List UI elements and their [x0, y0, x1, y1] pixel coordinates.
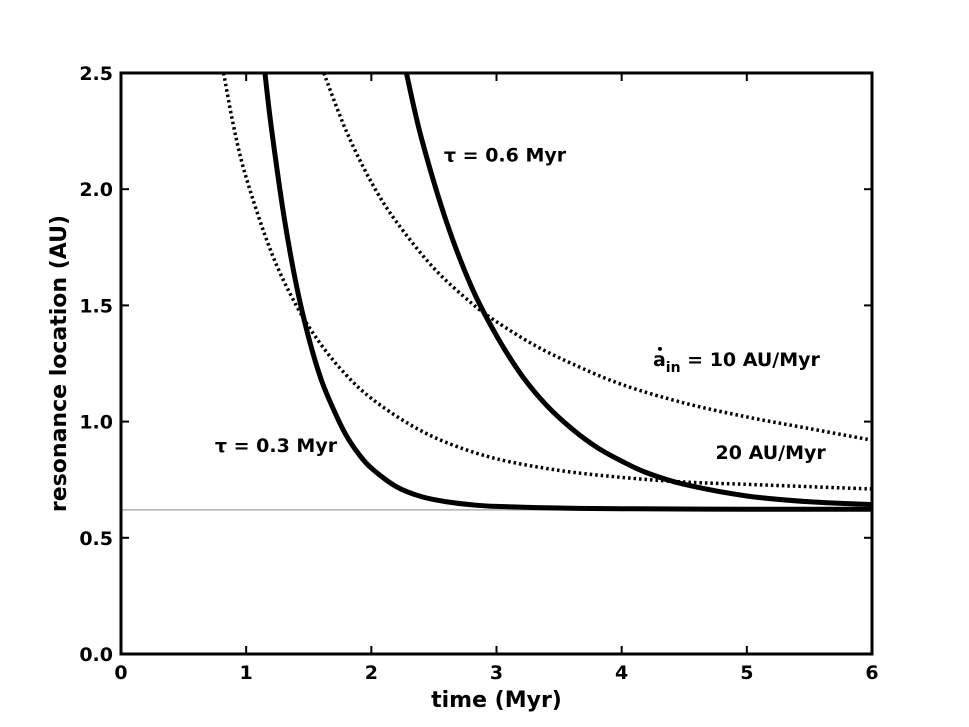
annotation-tau-0.3: τ = 0.3 Myr [215, 435, 338, 457]
dotted-series-line-3 [221, 73, 872, 491]
annotation-rate-10-symbol: a [653, 349, 666, 371]
y-tick-label: 1.5 [79, 295, 113, 317]
x-tick-label: 2 [365, 662, 378, 684]
annotation-rate-10: ain = 10 AU/Myr [653, 349, 821, 376]
annotation-rate-20: 20 AU/Myr [716, 442, 827, 464]
y-tick-label: 2.5 [79, 63, 113, 85]
x-tick-label: 0 [114, 662, 127, 684]
annotation-tau-0.6: τ = 0.6 Myr [444, 144, 567, 166]
x-tick-label: 1 [240, 662, 253, 684]
annotation-rate-10-dot [657, 346, 662, 351]
tick-labels: 0 1 2 3 4 5 6 0.0 0.5 1.0 1.5 2.0 2.5 [79, 63, 878, 684]
solid-series-line-2 [403, 73, 872, 508]
y-tick-label: 1.0 [79, 412, 113, 434]
x-tick-label: 6 [865, 662, 878, 684]
annotation-rate-10-text: = 10 AU/Myr [681, 349, 821, 371]
y-tick-label: 2.0 [79, 179, 113, 201]
series-layer [221, 73, 872, 512]
y-axis-label: resonance location (AU) [47, 215, 72, 512]
plot-frame [119, 71, 874, 656]
x-axis-label: time (Myr) [431, 688, 562, 713]
x-tick-label: 3 [490, 662, 503, 684]
annotation-rate-10-subscript: in [666, 360, 681, 376]
y-tick-label: 0.5 [79, 528, 113, 550]
x-tick-label: 5 [740, 662, 753, 684]
x-tick-label: 4 [615, 662, 628, 684]
y-tick-label: 0.0 [79, 644, 113, 666]
solid-series-line-1 [262, 73, 872, 512]
dotted-series-line-4 [322, 73, 872, 442]
